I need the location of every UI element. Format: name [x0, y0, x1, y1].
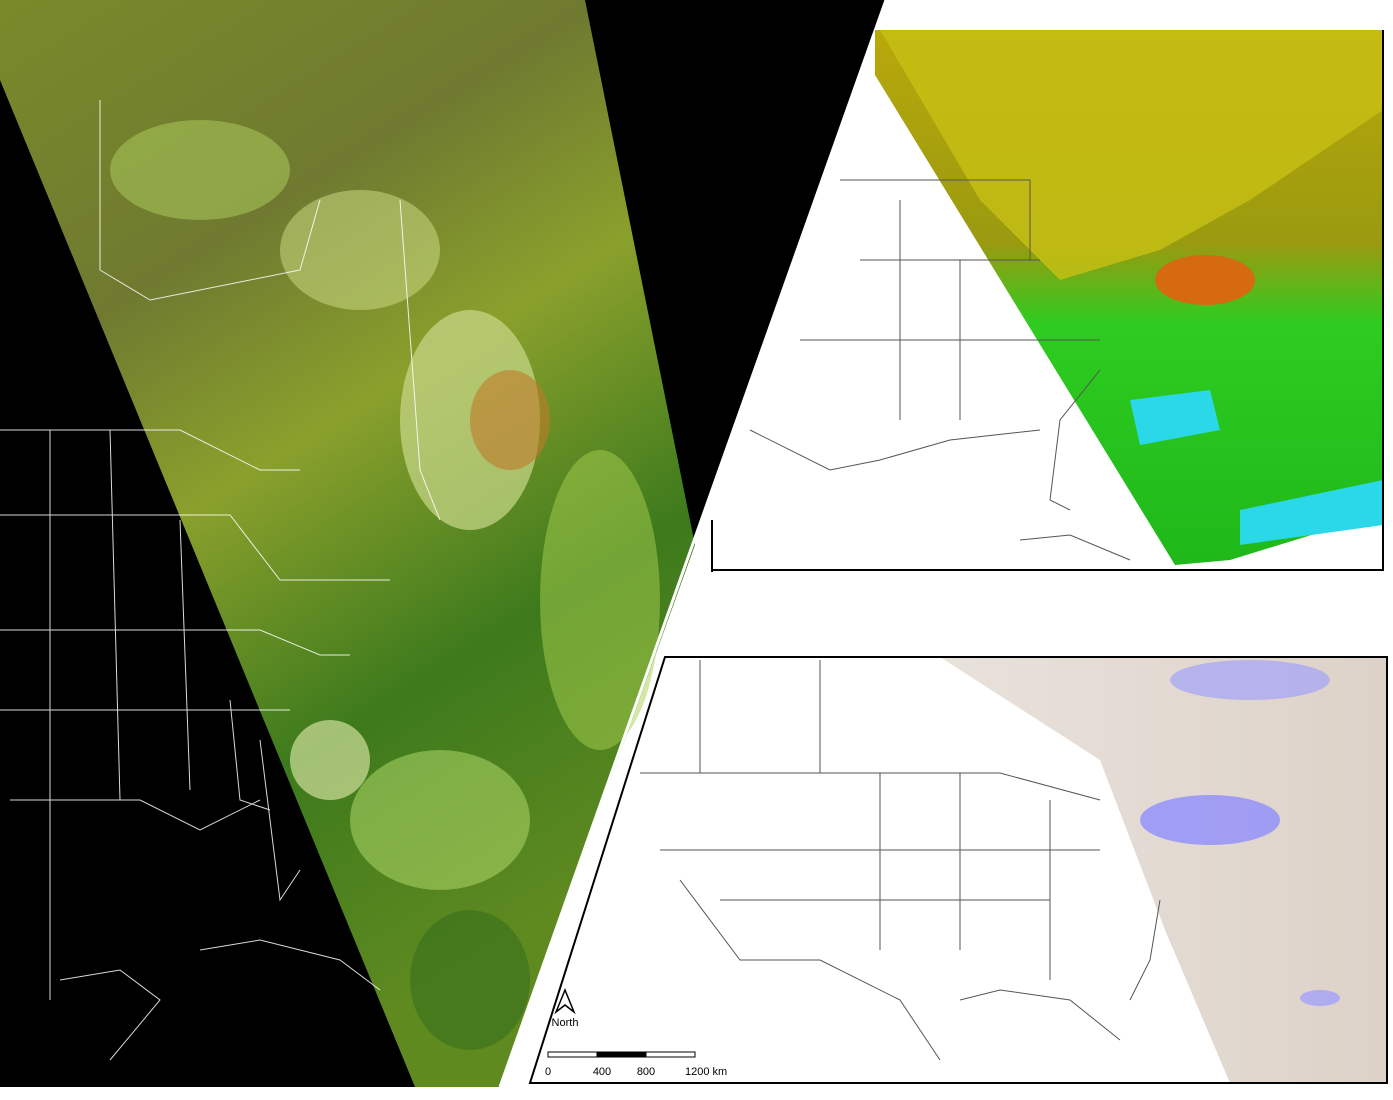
scale-segment — [645, 1051, 696, 1058]
enhanced-field — [1170, 660, 1330, 700]
frame — [528, 656, 1388, 1084]
cloud — [470, 370, 550, 470]
scale-label: 0 — [545, 1066, 551, 1078]
boundary-lines — [0, 100, 441, 1061]
scale-label: 1200 km — [685, 1066, 727, 1078]
bottom-map — [528, 656, 1388, 1084]
cloud — [410, 910, 530, 1050]
cloud — [290, 720, 370, 800]
scale-bar: 0 400 800 1200 km — [545, 1051, 727, 1078]
panel-edge — [498, 0, 888, 1088]
frame — [712, 30, 1384, 571]
enhanced-field — [1140, 795, 1280, 845]
top-map — [711, 30, 1384, 572]
satellite-panel — [0, 0, 888, 1088]
scale-label: 400 — [593, 1066, 611, 1078]
low-field — [1130, 390, 1220, 445]
north-arrow: North — [552, 988, 579, 1029]
cloud — [110, 120, 290, 220]
scale-segment — [547, 1051, 598, 1058]
base-map — [749, 179, 1131, 561]
base-map — [640, 660, 1161, 1061]
cloud — [350, 750, 530, 890]
enhanced-field — [1300, 990, 1340, 1006]
cloud — [540, 450, 660, 750]
north-label: North — [552, 1017, 579, 1029]
peak-field — [1155, 255, 1255, 305]
model-field — [940, 657, 1387, 1083]
scale-segment — [596, 1051, 647, 1058]
scale-label: 800 — [637, 1066, 655, 1078]
cloud — [280, 190, 440, 310]
high-field — [880, 30, 1383, 280]
low-field — [1240, 480, 1383, 545]
north-arrow-icon — [554, 988, 576, 1015]
